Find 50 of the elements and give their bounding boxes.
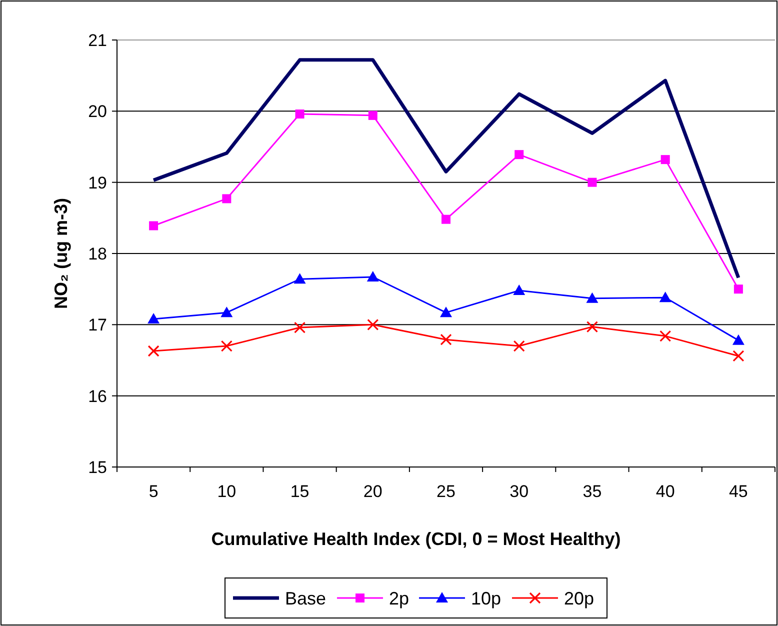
point xyxy=(149,221,158,230)
point xyxy=(586,321,598,333)
y-tick-label: 18 xyxy=(88,244,107,264)
point xyxy=(220,340,232,352)
point xyxy=(294,273,306,284)
x-tick-label: 25 xyxy=(436,482,456,501)
point xyxy=(513,340,525,352)
point xyxy=(660,155,670,164)
point xyxy=(659,292,672,302)
line-series xyxy=(152,58,740,280)
x-axis-title: Cumulative Health Index (CDI, 0 = Most Healthy) xyxy=(211,529,621,549)
point xyxy=(294,322,306,334)
point xyxy=(442,214,450,224)
point xyxy=(440,306,452,318)
point xyxy=(367,318,379,330)
legend-label: 20p xyxy=(564,588,594,608)
point xyxy=(734,284,743,294)
x-tick-label: 30 xyxy=(510,482,529,501)
x-tick-label: 35 xyxy=(582,482,602,501)
x-tick-label: 45 xyxy=(728,482,748,501)
point xyxy=(514,150,524,160)
point xyxy=(586,292,598,303)
x-tick-label: 5 xyxy=(148,482,158,501)
x-tick-label: 10 xyxy=(217,482,236,501)
legend-label: 10p xyxy=(471,588,502,608)
x-tick-label: 15 xyxy=(290,482,310,501)
point xyxy=(368,110,378,120)
point xyxy=(148,345,160,357)
point xyxy=(660,330,672,342)
y-tick-label: 15 xyxy=(88,458,107,477)
point xyxy=(366,270,379,282)
point xyxy=(440,334,452,346)
x-tick-label: 20 xyxy=(363,482,382,501)
point xyxy=(588,178,597,187)
y-tick-label: 17 xyxy=(88,316,107,335)
point xyxy=(513,284,526,296)
point xyxy=(222,194,232,204)
legend-label: 2p xyxy=(389,588,410,608)
y-tick-label: 20 xyxy=(88,102,107,122)
x-tick-label: 40 xyxy=(656,482,675,501)
point xyxy=(148,312,160,324)
point xyxy=(295,110,304,119)
point xyxy=(220,306,233,318)
y-tick-label: 16 xyxy=(88,386,107,406)
y-axis-title: NO₂ (ug m-3) xyxy=(51,198,71,309)
y-tick-label: 19 xyxy=(88,173,107,192)
point xyxy=(732,350,744,362)
y-tick-label: 21 xyxy=(88,30,107,50)
legend-label: Base xyxy=(285,588,326,608)
point xyxy=(732,334,744,345)
